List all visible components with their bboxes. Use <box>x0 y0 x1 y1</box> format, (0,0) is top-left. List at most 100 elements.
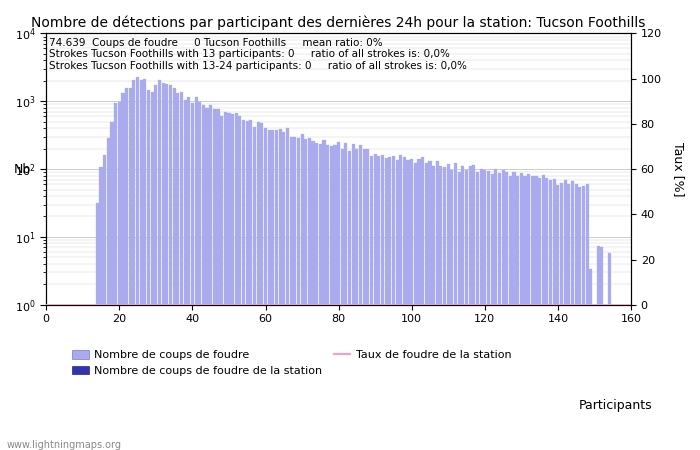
Bar <box>608 253 610 450</box>
Bar <box>596 246 600 450</box>
Bar <box>187 97 190 450</box>
Bar <box>389 157 391 450</box>
Bar <box>443 167 446 450</box>
Bar <box>275 130 278 450</box>
Bar <box>410 159 413 450</box>
Bar <box>366 148 370 450</box>
Bar <box>421 157 424 450</box>
Legend: Nombre de coups de foudre, Nombre de coups de foudre de la station, Taux de foud: Nombre de coups de foudre, Nombre de cou… <box>68 346 516 380</box>
Bar <box>282 131 286 450</box>
Bar <box>520 173 523 450</box>
Bar <box>169 85 172 450</box>
Bar <box>213 109 216 450</box>
Bar <box>121 93 125 450</box>
Bar <box>370 156 373 450</box>
Bar <box>228 113 230 450</box>
Bar <box>220 116 223 450</box>
Bar <box>290 137 293 450</box>
Bar <box>498 173 501 450</box>
Bar <box>399 155 402 450</box>
Bar <box>92 305 95 450</box>
Bar <box>432 166 435 450</box>
Bar <box>264 128 267 450</box>
Bar <box>129 88 132 450</box>
Y-axis label: Nb: Nb <box>14 162 32 176</box>
Bar <box>272 130 274 450</box>
Bar <box>392 156 395 450</box>
Bar <box>234 113 238 450</box>
Bar <box>381 155 384 450</box>
Bar <box>326 145 329 450</box>
Bar <box>564 180 567 450</box>
Bar <box>524 176 526 450</box>
Bar <box>538 178 541 450</box>
Bar <box>158 80 161 450</box>
Bar <box>542 175 545 450</box>
Bar <box>253 126 256 450</box>
Bar <box>428 161 431 450</box>
Bar <box>417 159 421 450</box>
Bar <box>578 187 582 450</box>
Bar <box>140 80 143 450</box>
Title: Nombre de détections par participant des dernières 24h pour la station: Tucson F: Nombre de détections par participant des… <box>32 15 646 30</box>
Bar <box>505 172 508 450</box>
Bar <box>494 169 497 450</box>
Bar <box>267 130 271 450</box>
Bar <box>512 172 516 450</box>
Bar <box>103 155 106 450</box>
Bar <box>567 184 570 450</box>
Bar <box>483 170 486 450</box>
Bar <box>407 160 410 450</box>
Text: Participants: Participants <box>579 400 653 413</box>
Bar <box>144 79 146 450</box>
Bar <box>304 139 307 450</box>
Bar <box>425 163 428 450</box>
Bar <box>136 77 139 450</box>
Bar <box>491 174 494 450</box>
Y-axis label: Taux [%]: Taux [%] <box>672 142 685 196</box>
Bar <box>150 92 154 450</box>
Bar <box>279 129 281 450</box>
Bar <box>260 123 263 450</box>
Bar <box>611 305 615 450</box>
Bar <box>402 157 406 450</box>
Bar <box>560 183 563 450</box>
Bar <box>582 186 585 450</box>
Bar <box>480 170 483 450</box>
Bar <box>337 142 340 450</box>
Bar <box>297 138 300 450</box>
Bar <box>249 120 253 450</box>
Bar <box>556 185 559 450</box>
Bar <box>173 88 176 450</box>
Bar <box>246 121 248 450</box>
Bar <box>461 166 464 450</box>
Bar <box>315 143 318 450</box>
Bar <box>384 158 388 450</box>
Text: 74.639  Coups de foudre     0 Tucson Foothills     mean ratio: 0%
Strokes Tucson: 74.639 Coups de foudre 0 Tucson Foothill… <box>49 37 467 71</box>
Bar <box>300 135 304 450</box>
Bar <box>454 163 457 450</box>
Bar <box>534 176 538 450</box>
Bar <box>341 149 344 450</box>
Bar <box>348 151 351 450</box>
Bar <box>589 270 592 450</box>
Bar <box>308 138 311 450</box>
Bar <box>176 93 179 450</box>
Bar <box>165 84 169 450</box>
Bar <box>191 103 194 450</box>
Bar <box>447 164 450 450</box>
Bar <box>239 116 241 450</box>
Bar <box>195 97 197 450</box>
Bar <box>359 145 362 450</box>
Bar <box>458 171 461 450</box>
Bar <box>575 184 577 450</box>
Bar <box>465 170 468 450</box>
Bar <box>435 162 439 450</box>
Bar <box>545 178 549 450</box>
Bar <box>312 141 314 450</box>
Bar <box>99 167 103 450</box>
Bar <box>202 105 205 450</box>
Bar <box>107 138 110 450</box>
Bar <box>224 112 227 450</box>
Bar <box>414 163 417 450</box>
